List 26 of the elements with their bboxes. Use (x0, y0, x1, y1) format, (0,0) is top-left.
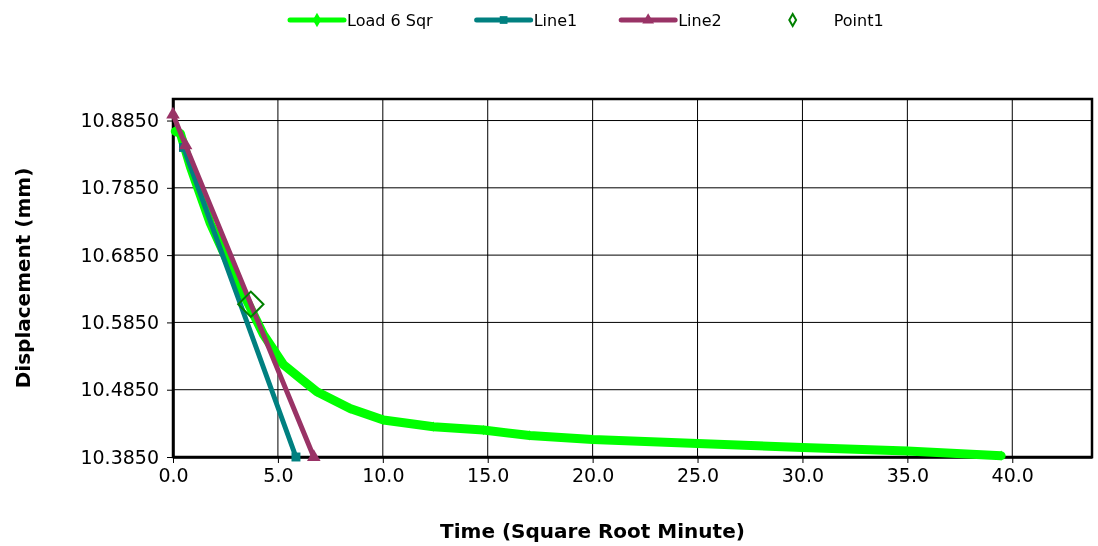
legend-label: Point1 (833, 11, 884, 30)
x-tick-label: 0.0 (158, 464, 189, 487)
point (178, 137, 193, 150)
y-tick-label: 10.8850 (80, 109, 159, 132)
x-tick-label: 5.0 (263, 464, 294, 487)
legend-label: Line1 (533, 11, 578, 30)
y-tick-label: 10.5850 (80, 310, 159, 333)
legend-label: Line2 (678, 11, 722, 30)
y-tick-label: 10.3850 (80, 445, 159, 468)
point (306, 449, 321, 461)
point (291, 452, 301, 462)
x-tick-label: 25.0 (676, 464, 720, 487)
y-tick-label: 10.6850 (80, 243, 159, 266)
x-tick-label: 40.0 (991, 464, 1034, 487)
x-tick-label: 10.0 (362, 464, 405, 487)
point (166, 106, 180, 119)
point (237, 290, 265, 318)
x-tick-label: 20.0 (571, 464, 615, 487)
x-axis-title: Time (Square Root Minute) (440, 519, 745, 543)
x-tick-label: 15.0 (467, 464, 510, 487)
y-tick-label: 10.4850 (80, 378, 159, 401)
x-tick-label: 35.0 (886, 464, 930, 487)
y-axis-title: Displacement (mm) (11, 167, 35, 389)
y-tick-label: 10.7850 (80, 176, 159, 199)
x-tick-label: 30.0 (781, 464, 825, 487)
legend-label: Load 6 Sqr (347, 11, 434, 30)
